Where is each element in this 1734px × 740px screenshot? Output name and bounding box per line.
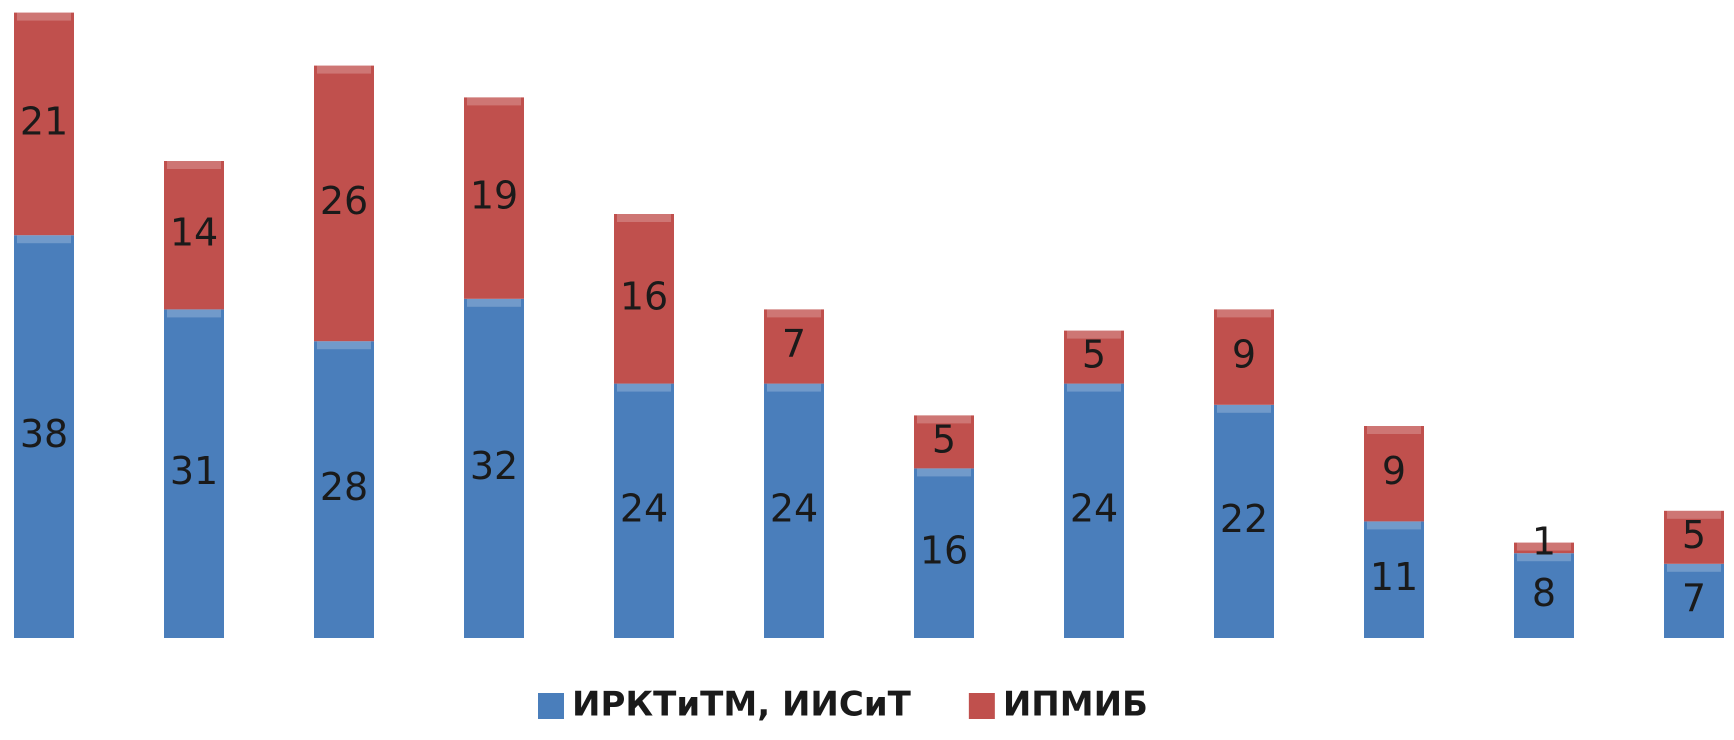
bar-cap [1367, 521, 1421, 530]
bar-segment [1214, 404, 1274, 638]
data-label: 9 [1232, 333, 1256, 377]
data-label: 16 [920, 529, 968, 573]
bar-segment [1514, 542, 1574, 554]
bar-cap [317, 341, 371, 350]
bar-segment [1064, 383, 1124, 638]
bar-cap [317, 65, 371, 74]
data-label: 8 [1532, 571, 1556, 615]
legend-marker [538, 693, 564, 719]
data-label: 21 [20, 99, 68, 143]
bar-segment [1664, 563, 1724, 638]
bar-segment [614, 383, 674, 638]
data-label: 16 [620, 274, 668, 318]
bar-cap [1667, 563, 1721, 572]
bar-segment [14, 12, 74, 236]
legend-label: ИРКТиТМ, ИИСиТ [572, 685, 912, 725]
legend: ИРКТиТМ, ИИСиТ ИПМИБ [538, 685, 1148, 725]
data-label: 5 [1682, 513, 1706, 557]
data-label: 26 [320, 179, 368, 223]
data-label: 28 [320, 465, 368, 509]
bar-cap [917, 415, 971, 424]
data-label: 7 [1682, 576, 1706, 620]
data-label: 11 [1370, 555, 1418, 599]
bar-cap [17, 12, 71, 21]
bar-segment [464, 97, 524, 299]
bar-segment [164, 309, 224, 638]
bar-cap [767, 383, 821, 392]
bar-segment [14, 235, 74, 638]
bar-cap [167, 161, 221, 169]
data-label: 7 [782, 322, 806, 366]
data-label: 31 [170, 449, 218, 493]
bar-segment [1064, 330, 1124, 384]
bar-cap [1067, 383, 1121, 392]
bar-segment [914, 415, 974, 469]
bar-cap [467, 298, 521, 307]
bar-cap [1367, 426, 1421, 434]
bar-cap [467, 97, 521, 106]
bar-segment [1364, 426, 1424, 522]
bar-segment [464, 298, 524, 638]
data-label: 38 [20, 412, 68, 456]
bar-segment [1364, 521, 1424, 638]
bar-cap [1217, 309, 1271, 318]
bar-segment [764, 309, 824, 384]
bar-segment [1214, 309, 1274, 405]
bar-cap [1217, 404, 1271, 413]
bar-cap [1067, 330, 1121, 339]
bar-segment [1664, 510, 1724, 564]
bar-segment [164, 161, 224, 310]
data-label: 1 [1532, 519, 1556, 563]
bar-cap [617, 214, 671, 222]
bar-segment [314, 65, 374, 342]
data-label: 5 [1082, 333, 1106, 377]
bar-cap [917, 468, 971, 477]
bar-cap [1517, 553, 1571, 562]
bar-cap [17, 235, 71, 244]
bar-segment [314, 341, 374, 638]
bar-segment [764, 383, 824, 638]
data-label: 22 [1220, 497, 1268, 541]
data-label: 24 [770, 486, 818, 530]
bar-segment [914, 468, 974, 638]
bar-cap [617, 383, 671, 392]
bar-cap [767, 309, 821, 318]
data-label: 24 [1070, 486, 1118, 530]
data-label: 9 [1382, 449, 1406, 493]
data-label: 14 [170, 211, 218, 255]
data-label: 24 [620, 486, 668, 530]
data-label: 32 [470, 444, 518, 488]
data-label: 5 [932, 417, 956, 461]
bar-segment [1514, 553, 1574, 638]
bar-segment [614, 214, 674, 384]
data-label: 19 [470, 174, 518, 218]
bar-cap [167, 309, 221, 318]
legend-label: ИПМИБ [1003, 685, 1148, 725]
bar-cap [1667, 510, 1721, 519]
bar-cap [1517, 542, 1571, 551]
legend-marker [968, 693, 995, 719]
